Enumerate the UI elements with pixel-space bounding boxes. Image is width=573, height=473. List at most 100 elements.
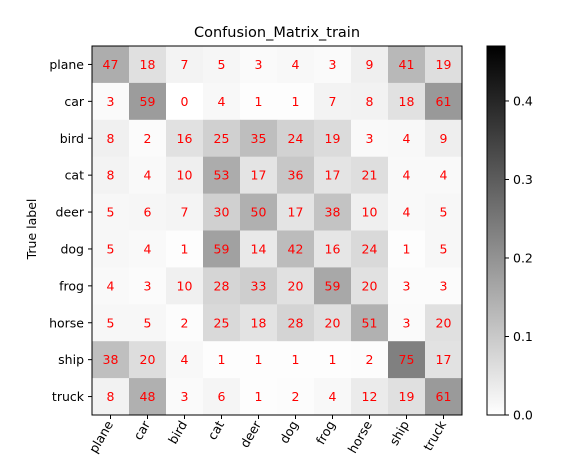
- cell-value-label: 1: [403, 241, 411, 256]
- cell-value-label: 4: [403, 205, 411, 220]
- cell-value-label: 4: [329, 389, 337, 404]
- heatmap-cell: [351, 156, 389, 194]
- heatmap-cell: [240, 193, 278, 231]
- heatmap-cell: [425, 378, 463, 416]
- cell-value-label: 4: [403, 168, 411, 183]
- heatmap-cell: [166, 82, 204, 121]
- heatmap-cell: [166, 378, 204, 416]
- heatmap-cell: [92, 304, 130, 342]
- cell-value-label: 20: [362, 278, 378, 293]
- x-tick-label: plane: [86, 418, 116, 456]
- cell-value-label: 2: [366, 352, 374, 367]
- heatmap-cell: [240, 156, 278, 194]
- cell-value-label: 5: [107, 241, 115, 256]
- heatmap-cell: [203, 267, 241, 305]
- y-tick-label: frog: [59, 278, 84, 293]
- cell-value-label: 5: [440, 241, 448, 256]
- heatmap-cell: [351, 267, 389, 305]
- cell-value-label: 21: [362, 168, 378, 183]
- cell-value-label: 17: [288, 205, 304, 220]
- heatmap-cell: [203, 341, 241, 379]
- cell-value-label: 3: [366, 131, 374, 146]
- cell-value-label: 10: [177, 168, 193, 183]
- heatmap-cell: [92, 156, 130, 194]
- colorbar-tick-label: 0.4: [513, 93, 533, 108]
- heatmap-cell: [351, 193, 389, 231]
- heatmap-cell: [314, 119, 352, 158]
- heatmap-cell: [277, 304, 315, 342]
- cell-value-label: 8: [107, 168, 115, 183]
- cell-value-label: 2: [181, 315, 189, 330]
- cell-value-label: 18: [140, 57, 156, 72]
- heatmap-cell: [203, 46, 241, 84]
- cell-value-label: 20: [288, 278, 304, 293]
- x-tick-label: car: [130, 417, 153, 442]
- heatmap-cell: [388, 341, 426, 379]
- heatmap-cell: [277, 46, 315, 84]
- cell-value-label: 8: [366, 94, 374, 109]
- cell-value-label: 28: [214, 278, 230, 293]
- heatmap-cell: [425, 230, 463, 268]
- cell-value-label: 47: [103, 57, 119, 72]
- cell-value-label: 25: [214, 315, 230, 330]
- cell-value-label: 4: [181, 352, 189, 367]
- cell-value-label: 8: [107, 131, 115, 146]
- heatmap-cell: [351, 378, 389, 416]
- heatmap-cell: [351, 304, 389, 342]
- heatmap-cell: [314, 46, 352, 84]
- cell-value-label: 4: [218, 94, 226, 109]
- heatmap-cell: [351, 119, 389, 158]
- heatmap-cell: [314, 82, 352, 121]
- heatmap-cell: [351, 82, 389, 121]
- heatmap-cell: [388, 230, 426, 268]
- colorbar: [486, 45, 506, 416]
- heatmap-cell: [277, 119, 315, 158]
- cell-value-label: 48: [140, 389, 156, 404]
- heatmap-cell: [240, 230, 278, 268]
- cell-value-label: 1: [181, 241, 189, 256]
- heatmap-cell: [166, 230, 204, 268]
- heatmap-cell: [203, 304, 241, 342]
- cell-value-label: 1: [255, 352, 263, 367]
- cell-value-label: 75: [399, 352, 415, 367]
- heatmap-cell: [129, 119, 167, 158]
- cell-value-label: 2: [144, 131, 152, 146]
- colorbar-tick-label: 0.0: [513, 408, 533, 423]
- heatmap-cell: [166, 46, 204, 84]
- y-tick-label: ship: [58, 352, 84, 367]
- y-tick-label: deer: [56, 205, 85, 220]
- heatmap-cell: [314, 341, 352, 379]
- cell-value-label: 17: [436, 352, 452, 367]
- heatmap-cell: [388, 378, 426, 416]
- heatmap-cell: [203, 82, 241, 121]
- heatmap-cell: [129, 230, 167, 268]
- cell-value-label: 7: [181, 57, 189, 72]
- cell-value-label: 7: [181, 205, 189, 220]
- heatmap-cell: [129, 193, 167, 231]
- cell-value-label: 61: [436, 389, 452, 404]
- heatmap-cell: [388, 304, 426, 342]
- cell-value-label: 1: [292, 94, 300, 109]
- heatmap-cell: [203, 193, 241, 231]
- heatmap-cell: [314, 156, 352, 194]
- heatmap-cell: [351, 230, 389, 268]
- cell-value-label: 51: [362, 315, 378, 330]
- cell-value-label: 5: [440, 205, 448, 220]
- heatmap-cell: [92, 119, 130, 158]
- heatmap-cell: [92, 230, 130, 268]
- cell-value-label: 6: [218, 389, 226, 404]
- x-tick-label: frog: [313, 418, 338, 447]
- cell-value-label: 19: [399, 389, 415, 404]
- y-tick-label: dog: [60, 241, 84, 256]
- cell-value-label: 36: [288, 168, 304, 183]
- heatmap-cell: [388, 193, 426, 231]
- heatmap-cell: [240, 378, 278, 416]
- cell-value-label: 33: [251, 278, 267, 293]
- cell-value-label: 4: [144, 241, 152, 256]
- heatmap-cells: [92, 46, 463, 416]
- colorbar-ticks: 0.0 0.1 0.2 0.3 0.4: [505, 93, 533, 423]
- cell-value-label: 59: [325, 278, 341, 293]
- x-tick-label: deer: [237, 417, 265, 450]
- cell-value-label: 20: [140, 352, 156, 367]
